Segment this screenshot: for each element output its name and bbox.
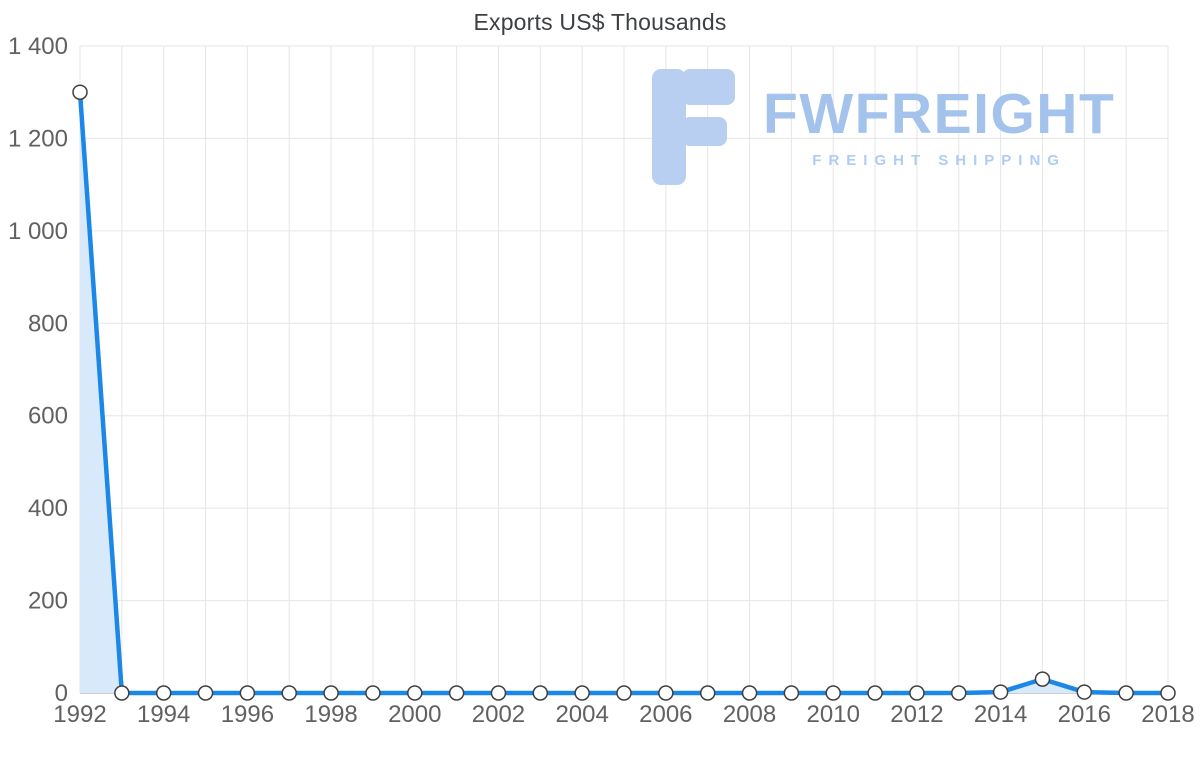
data-point-marker[interactable] — [281, 685, 297, 701]
data-point-marker[interactable] — [616, 685, 632, 701]
y-axis-tick-label: 1 200 — [8, 125, 68, 152]
data-point-marker[interactable] — [741, 685, 758, 701]
data-point-marker[interactable] — [72, 84, 88, 100]
data-point-marker[interactable] — [323, 685, 339, 701]
x-axis-tick-label: 2000 — [388, 701, 441, 728]
y-axis-tick-label: 600 — [28, 403, 68, 430]
x-axis-tick-label: 1992 — [53, 701, 106, 728]
data-point-marker[interactable] — [574, 685, 590, 701]
data-point-marker[interactable] — [1076, 684, 1093, 700]
data-point-marker[interactable] — [699, 685, 716, 701]
data-point-marker[interactable] — [448, 685, 465, 701]
x-axis-tick-label: 2010 — [807, 701, 860, 728]
data-point-marker[interactable] — [239, 685, 256, 701]
data-point-marker[interactable] — [783, 685, 800, 701]
y-axis-tick-label: 1 400 — [8, 33, 68, 60]
data-point-marker[interactable] — [825, 685, 841, 701]
data-point-marker[interactable] — [1118, 685, 1134, 701]
x-axis-tick-label: 2014 — [974, 701, 1027, 728]
data-point-marker[interactable] — [114, 685, 130, 701]
data-point-marker[interactable] — [1160, 685, 1176, 701]
y-axis-tick-label: 0 — [55, 680, 68, 707]
data-point-marker[interactable] — [407, 685, 423, 701]
x-axis-tick-label: 2006 — [639, 701, 692, 728]
data-point-marker[interactable] — [532, 685, 549, 701]
data-point-marker[interactable] — [365, 685, 381, 701]
x-axis-tick-label: 2018 — [1141, 701, 1194, 728]
data-point-marker[interactable] — [658, 685, 674, 701]
x-axis-tick-label: 1998 — [304, 701, 357, 728]
x-axis-tick-label: 2004 — [555, 701, 608, 728]
x-axis-tick-label: 2008 — [723, 701, 776, 728]
x-axis-tick-label: 2012 — [890, 701, 943, 728]
y-axis-tick-label: 400 — [28, 495, 68, 522]
data-point-marker[interactable] — [867, 685, 883, 701]
x-axis-tick-label: 1994 — [137, 701, 190, 728]
data-point-marker[interactable] — [951, 685, 967, 701]
data-point-marker[interactable] — [155, 685, 172, 701]
data-point-marker[interactable] — [1034, 671, 1051, 687]
data-point-marker[interactable] — [197, 685, 214, 701]
chart-title: Exports US$ Thousands — [473, 9, 727, 35]
y-axis-tick-label: 800 — [28, 310, 68, 337]
x-axis-tick-label: 2016 — [1058, 701, 1111, 728]
data-point-marker[interactable] — [490, 685, 507, 701]
x-axis-tick-label: 2002 — [472, 701, 525, 728]
data-point-marker[interactable] — [909, 685, 925, 701]
x-axis-tick-label: 1996 — [221, 701, 274, 728]
y-axis-tick-label: 1 000 — [8, 218, 68, 245]
y-axis-tick-label: 200 — [28, 588, 68, 615]
data-point-marker[interactable] — [992, 684, 1009, 700]
